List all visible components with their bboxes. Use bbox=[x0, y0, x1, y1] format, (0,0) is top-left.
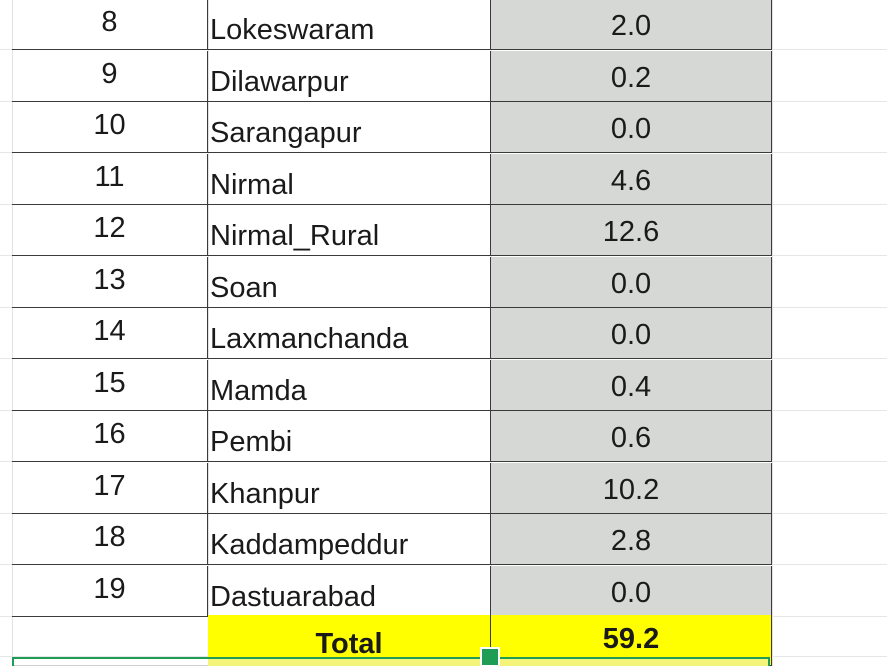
row-number: 14 bbox=[93, 314, 126, 347]
mandal-name: Nirmal bbox=[210, 169, 294, 201]
table-row: 12 Nirmal_Rural 12.6 bbox=[12, 205, 772, 257]
rainfall-value-cell[interactable]: 2.0 bbox=[491, 0, 772, 50]
table-row: 16 Pembi 0.6 bbox=[12, 411, 772, 463]
table-row: 18 Kaddampeddur 2.8 bbox=[12, 514, 772, 566]
mandal-name: Laxmanchanda bbox=[210, 323, 409, 355]
row-number: 18 bbox=[93, 520, 126, 553]
row-number-cell[interactable]: 11 bbox=[12, 154, 208, 205]
rainfall-value: 10.2 bbox=[602, 473, 660, 506]
rainfall-value: 12.6 bbox=[602, 215, 660, 248]
row-number: 13 bbox=[93, 263, 126, 296]
row-number: 19 bbox=[93, 572, 126, 605]
row-number-cell[interactable]: 17 bbox=[12, 463, 208, 514]
mandal-name: Pembi bbox=[210, 426, 293, 458]
rainfall-value-cell[interactable]: 10.2 bbox=[491, 463, 772, 514]
mandal-name: Lokeswaram bbox=[210, 14, 375, 46]
rainfall-value: 0.0 bbox=[610, 267, 652, 300]
rainfall-value: 0.0 bbox=[610, 112, 652, 145]
mandal-name-cell[interactable]: Lokeswaram bbox=[208, 0, 491, 50]
rainfall-value: 0.2 bbox=[610, 61, 652, 94]
table-row: 13 Soan 0.0 bbox=[12, 257, 772, 309]
row-number-cell[interactable]: 14 bbox=[12, 308, 208, 359]
row-number-cell[interactable]: 9 bbox=[12, 51, 208, 102]
mandal-name-cell[interactable]: Mamda bbox=[208, 360, 491, 411]
rainfall-value-cell[interactable]: 4.6 bbox=[491, 154, 772, 205]
mandal-name-cell[interactable]: Dilawarpur bbox=[208, 51, 491, 102]
row-number-cell[interactable]: 18 bbox=[12, 514, 208, 565]
row-number: 16 bbox=[93, 417, 126, 450]
rainfall-value-cell[interactable]: 0.0 bbox=[491, 308, 772, 359]
row-number-cell[interactable]: 8 bbox=[12, 0, 208, 50]
total-label: Total bbox=[315, 628, 383, 660]
row-number-cell[interactable]: 19 bbox=[12, 566, 208, 617]
row-number: 9 bbox=[101, 57, 118, 90]
row-number: 11 bbox=[94, 160, 125, 193]
row-number-cell[interactable]: 10 bbox=[12, 102, 208, 153]
mandal-name-cell[interactable]: Nirmal_Rural bbox=[208, 205, 491, 256]
rainfall-value-cell[interactable]: 0.2 bbox=[491, 51, 772, 102]
mandal-name: Nirmal_Rural bbox=[210, 220, 380, 252]
gridline bbox=[772, 0, 773, 666]
rainfall-value: 2.0 bbox=[610, 9, 652, 42]
mandal-name-cell[interactable]: Soan bbox=[208, 257, 491, 308]
fill-handle[interactable] bbox=[480, 647, 500, 666]
mandal-name: Dastuarabad bbox=[210, 581, 377, 613]
mandal-name: Soan bbox=[210, 272, 278, 304]
mandal-name-cell[interactable]: Khanpur bbox=[208, 463, 491, 514]
mandal-name: Mamda bbox=[210, 375, 307, 407]
table-row: 17 Khanpur 10.2 bbox=[12, 463, 772, 515]
mandal-name-cell[interactable]: Sarangapur bbox=[208, 102, 491, 153]
selection-outline bbox=[12, 657, 770, 666]
mandal-name-cell[interactable]: Pembi bbox=[208, 411, 491, 462]
mandal-name-cell[interactable]: Laxmanchanda bbox=[208, 308, 491, 359]
row-number: 12 bbox=[93, 211, 126, 244]
table-row: 19 Dastuarabad 0.0 bbox=[12, 566, 772, 618]
table-row: 11 Nirmal 4.6 bbox=[12, 154, 772, 206]
rainfall-value-cell[interactable]: 0.0 bbox=[491, 257, 772, 308]
row-number-cell[interactable]: 13 bbox=[12, 257, 208, 308]
rainfall-value: 0.0 bbox=[610, 318, 652, 351]
row-number-cell[interactable]: 15 bbox=[12, 360, 208, 411]
total-value: 59.2 bbox=[602, 622, 660, 655]
mandal-name: Khanpur bbox=[210, 478, 320, 510]
rainfall-value-cell[interactable]: 0.0 bbox=[491, 102, 772, 153]
rainfall-value: 4.6 bbox=[610, 164, 652, 197]
mandal-name-cell[interactable]: Kaddampeddur bbox=[208, 514, 491, 565]
table-row: 9 Dilawarpur 0.2 bbox=[12, 51, 772, 103]
gridline bbox=[12, 0, 13, 666]
rainfall-value-cell[interactable]: 2.8 bbox=[491, 514, 772, 565]
gridline bbox=[208, 0, 209, 666]
mandal-name: Kaddampeddur bbox=[210, 529, 409, 561]
rainfall-value-cell[interactable]: 12.6 bbox=[491, 205, 772, 256]
rainfall-value-cell[interactable]: 0.0 bbox=[491, 566, 772, 617]
table-row: 14 Laxmanchanda 0.0 bbox=[12, 308, 772, 360]
mandal-name: Sarangapur bbox=[210, 117, 362, 149]
rainfall-value-cell[interactable]: 0.4 bbox=[491, 360, 772, 411]
rainfall-value-cell[interactable]: 0.6 bbox=[491, 411, 772, 462]
rainfall-value: 2.8 bbox=[610, 524, 652, 557]
mandal-name-cell[interactable]: Nirmal bbox=[208, 154, 491, 205]
mandal-name: Dilawarpur bbox=[210, 66, 349, 98]
rainfall-value: 0.6 bbox=[610, 421, 652, 454]
rainfall-value: 0.4 bbox=[610, 370, 652, 403]
row-number: 15 bbox=[93, 366, 126, 399]
row-number: 8 bbox=[101, 5, 118, 38]
row-number-cell[interactable]: 16 bbox=[12, 411, 208, 462]
mandal-name-cell[interactable]: Dastuarabad bbox=[208, 566, 491, 617]
row-number: 17 bbox=[93, 469, 126, 502]
table-row: 15 Mamda 0.4 bbox=[12, 360, 772, 412]
row-number: 10 bbox=[93, 108, 126, 141]
table-row: 10 Sarangapur 0.0 bbox=[12, 102, 772, 154]
row-number-cell[interactable]: 12 bbox=[12, 205, 208, 256]
table-row: 8 Lokeswaram 2.0 bbox=[12, 0, 772, 51]
rainfall-value: 0.0 bbox=[610, 576, 652, 609]
